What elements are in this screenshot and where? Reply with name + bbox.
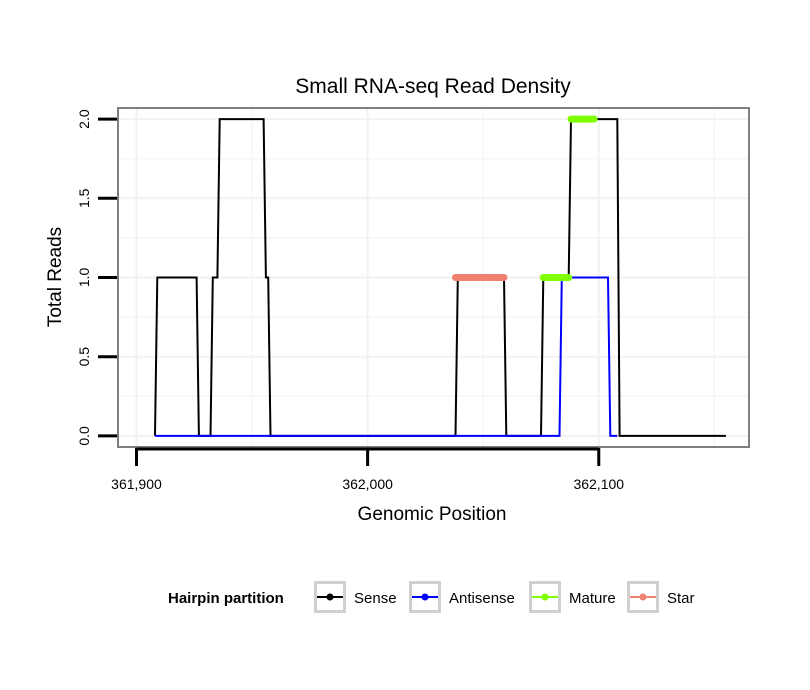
- legend-label: Mature: [569, 590, 616, 607]
- legend-item-mature: Mature: [529, 581, 616, 613]
- x-axis: 361,900 362,000 362,100: [111, 447, 624, 492]
- legend-items: Sense Antisense Mature Star: [314, 581, 695, 613]
- legend-item-sense: Sense: [314, 581, 397, 613]
- legend-title: Hairpin partition: [168, 590, 284, 607]
- legend-key-point: [541, 593, 549, 601]
- y-tick-label: 0.5: [76, 347, 92, 367]
- series-line-antisense: [155, 276, 618, 437]
- y-tick-label: 2.0: [76, 109, 92, 129]
- series-layer: [154, 115, 726, 437]
- y-tick-label: 1.5: [76, 188, 92, 208]
- y-axis-title: Total Reads: [45, 227, 66, 327]
- x-tick-label: 362,000: [342, 476, 393, 492]
- legend-key-point: [326, 593, 334, 601]
- plot-panel: [117, 107, 750, 448]
- legend-item-star: Star: [627, 581, 695, 613]
- plot-border: [117, 107, 750, 448]
- y-tick-label: 1.0: [76, 268, 92, 288]
- legend-item-antisense: Antisense: [409, 581, 515, 613]
- chart-title: Small RNA-seq Read Density: [295, 75, 571, 98]
- x-axis-title: Genomic Position: [358, 504, 507, 525]
- y-axis: 0.0 0.5 1.0 1.5 2.0: [76, 109, 117, 446]
- legend-key-point: [421, 593, 429, 601]
- x-tick-label: 361,900: [111, 476, 162, 492]
- legend-label: Sense: [354, 590, 397, 607]
- x-tick-label: 362,100: [573, 476, 624, 492]
- legend-key-point: [639, 593, 647, 601]
- legend-label: Star: [667, 590, 695, 607]
- legend: Hairpin partition Sense Antisense Mature St…: [168, 581, 695, 613]
- grid-lines: [118, 108, 749, 447]
- legend-label: Antisense: [449, 590, 515, 607]
- y-tick-label: 0.0: [76, 426, 92, 446]
